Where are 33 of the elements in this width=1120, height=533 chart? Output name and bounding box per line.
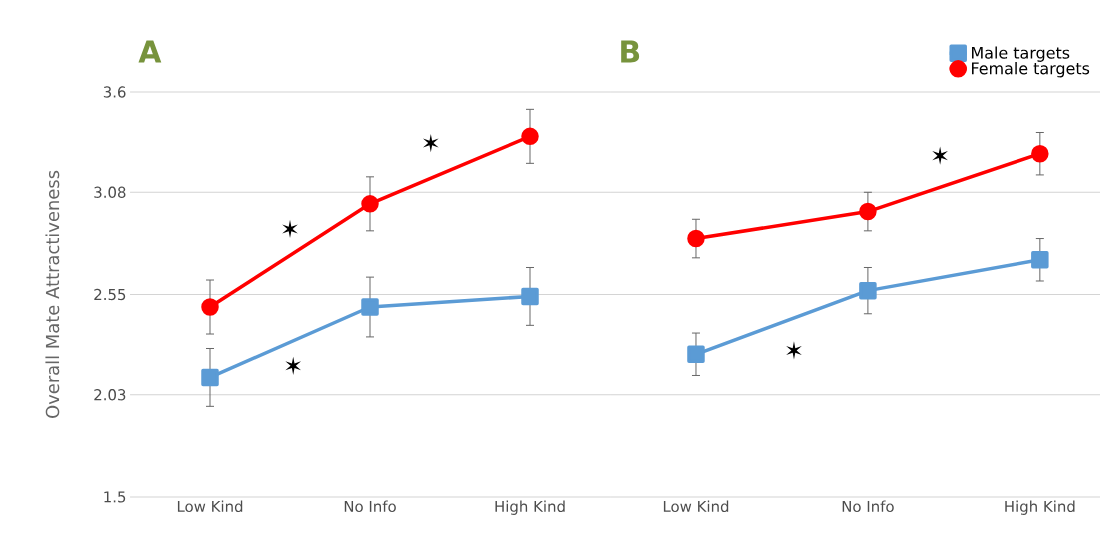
legend-label: Female targets [972,62,1090,78]
chart-title: B [621,40,640,63]
x-tick-label: No Info [344,500,396,513]
point [859,281,877,300]
legend-label: Male targets [972,46,1070,62]
chart-title: A [138,40,162,63]
point [361,195,379,213]
x-tick-label: Low Kind [663,500,729,513]
annotation: ✶ [285,356,302,375]
point [687,345,705,364]
x-tick-label: High Kind [495,500,565,515]
y-axis-title: Overall Mate Attractiveness [45,170,60,418]
point [201,298,219,316]
point [1031,144,1049,163]
point [201,368,219,387]
y-tick-label: 3.6 [103,86,126,98]
annotation: ✶ [282,219,298,238]
point [361,298,379,316]
y-tick-label: 2.03 [94,389,126,401]
point [859,202,877,221]
point [521,287,539,306]
point [521,127,539,146]
annotation: ✶ [786,341,802,360]
x-tick-label: Low Kind [177,500,243,513]
point [687,229,705,248]
point [1031,251,1049,269]
x-tick-label: High Kind [1005,500,1075,515]
y-tick-label: 2.55 [94,288,126,301]
annotation: ✶ [932,146,948,165]
annotation: ✶ [422,134,439,153]
x-tick-label: No Info [842,500,894,513]
y-tick-label: 1.5 [104,491,126,503]
y-tick-label: 3.08 [94,186,126,198]
